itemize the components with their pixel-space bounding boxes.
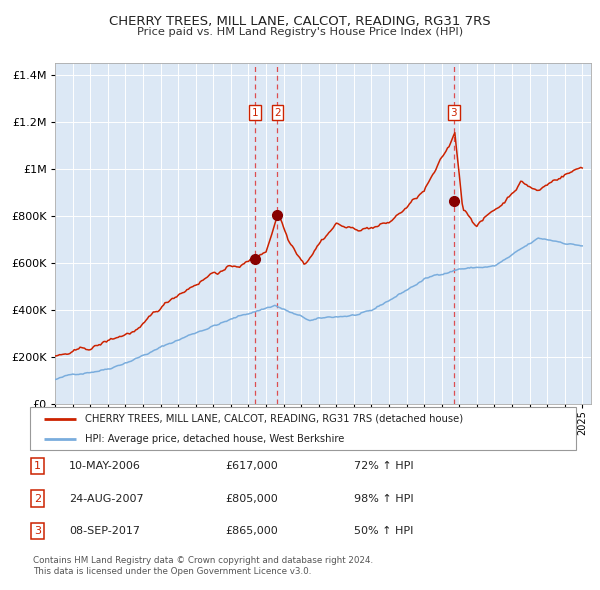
- Text: CHERRY TREES, MILL LANE, CALCOT, READING, RG31 7RS: CHERRY TREES, MILL LANE, CALCOT, READING…: [109, 15, 491, 28]
- Text: 2: 2: [274, 107, 281, 117]
- Text: Contains HM Land Registry data © Crown copyright and database right 2024.: Contains HM Land Registry data © Crown c…: [33, 556, 373, 565]
- Text: 50% ↑ HPI: 50% ↑ HPI: [354, 526, 413, 536]
- FancyBboxPatch shape: [30, 407, 576, 450]
- Text: HPI: Average price, detached house, West Berkshire: HPI: Average price, detached house, West…: [85, 434, 344, 444]
- Text: 24-AUG-2007: 24-AUG-2007: [69, 494, 143, 503]
- Text: 10-MAY-2006: 10-MAY-2006: [69, 461, 141, 471]
- Text: Price paid vs. HM Land Registry's House Price Index (HPI): Price paid vs. HM Land Registry's House …: [137, 27, 463, 37]
- Text: 72% ↑ HPI: 72% ↑ HPI: [354, 461, 413, 471]
- Text: 08-SEP-2017: 08-SEP-2017: [69, 526, 140, 536]
- Text: 1: 1: [34, 461, 41, 471]
- Text: £805,000: £805,000: [225, 494, 278, 503]
- Text: 3: 3: [34, 526, 41, 536]
- Text: £617,000: £617,000: [225, 461, 278, 471]
- Text: 2: 2: [34, 494, 41, 503]
- Text: £865,000: £865,000: [225, 526, 278, 536]
- Text: 98% ↑ HPI: 98% ↑ HPI: [354, 494, 413, 503]
- Text: 1: 1: [251, 107, 258, 117]
- Text: 3: 3: [451, 107, 457, 117]
- Text: This data is licensed under the Open Government Licence v3.0.: This data is licensed under the Open Gov…: [33, 567, 311, 576]
- Text: CHERRY TREES, MILL LANE, CALCOT, READING, RG31 7RS (detached house): CHERRY TREES, MILL LANE, CALCOT, READING…: [85, 414, 463, 424]
